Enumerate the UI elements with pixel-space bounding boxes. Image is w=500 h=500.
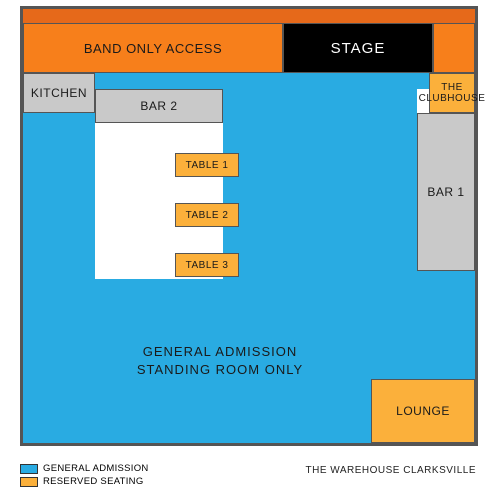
zone-table-1[interactable]: TABLE 1 xyxy=(175,153,239,177)
zone-label: KITCHEN xyxy=(31,86,87,100)
zone-kitchen: KITCHEN xyxy=(23,73,95,113)
zone-label: TABLE 3 xyxy=(186,260,229,271)
zone-bar-2: BAR 2 xyxy=(95,89,223,123)
zone-label: BAND ONLY ACCESS xyxy=(84,41,222,56)
zone-ga-fill[interactable] xyxy=(23,113,95,279)
zone-label: THE CLUBHOUSE xyxy=(419,82,486,104)
zone-table-3[interactable]: TABLE 3 xyxy=(175,253,239,277)
zone-stage: STAGE xyxy=(283,23,433,73)
zone-label: GENERAL ADMISSION STANDING ROOM ONLY xyxy=(137,343,303,379)
venue-name: THE WAREHOUSE CLARKSVILLE xyxy=(305,465,476,476)
legend-row-reserved: RESERVED SEATING xyxy=(20,475,149,488)
zone-lounge[interactable]: LOUNGE xyxy=(371,379,475,443)
zone-ga-fill[interactable] xyxy=(95,73,429,89)
zone-ga-fill[interactable] xyxy=(223,89,417,279)
zone-label: STAGE xyxy=(331,40,386,57)
zone-label: TABLE 2 xyxy=(186,210,229,221)
zone-label: BAR 1 xyxy=(427,185,464,199)
zone-label: TABLE 1 xyxy=(186,160,229,171)
seating-map: BAND ONLY ACCESS STAGE GENERAL ADMISSION… xyxy=(20,6,478,446)
zone-clubhouse[interactable]: THE CLUBHOUSE xyxy=(429,73,475,113)
zone-general-admission[interactable]: GENERAL ADMISSION STANDING ROOM ONLY xyxy=(23,279,417,443)
orange-top-right xyxy=(433,23,475,73)
legend: GENERAL ADMISSION RESERVED SEATING xyxy=(20,462,149,488)
void-area xyxy=(95,123,175,279)
zone-label: LOUNGE xyxy=(396,404,450,418)
zone-table-2[interactable]: TABLE 2 xyxy=(175,203,239,227)
orange-top-strip xyxy=(23,9,475,23)
legend-label: GENERAL ADMISSION xyxy=(43,463,149,474)
zone-ga-fill[interactable] xyxy=(417,271,475,379)
legend-swatch-ga xyxy=(20,464,38,474)
zone-label: BAR 2 xyxy=(140,99,177,113)
legend-label: RESERVED SEATING xyxy=(43,476,144,487)
zone-bar-1: BAR 1 xyxy=(417,113,475,271)
legend-swatch-reserved xyxy=(20,477,38,487)
legend-row-ga: GENERAL ADMISSION xyxy=(20,462,149,475)
zone-band-only[interactable]: BAND ONLY ACCESS xyxy=(23,23,283,73)
